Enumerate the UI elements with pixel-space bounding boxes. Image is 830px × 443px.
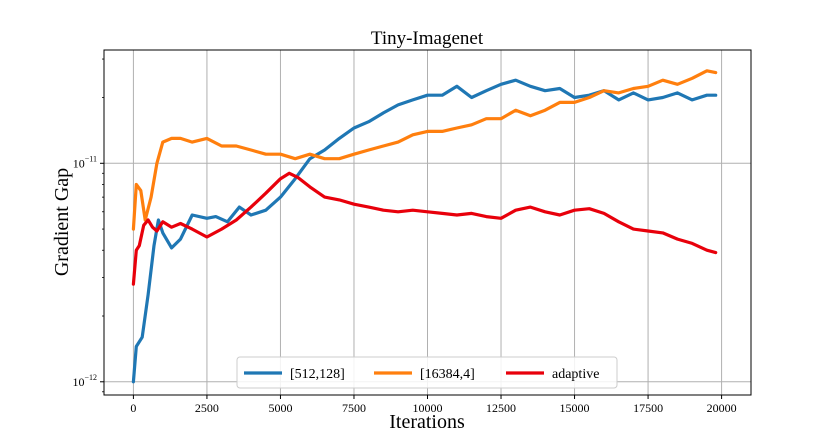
x-tick-label: 12500 (486, 401, 516, 415)
y-tick-label: 10−12 (72, 373, 97, 389)
legend-box (236, 356, 618, 389)
x-tick-label: 15000 (560, 401, 590, 415)
legend: [512,128] [16384,4] adaptive (236, 356, 618, 389)
y-tick-exponent: −11 (85, 154, 97, 163)
series-line-2 (131, 171, 718, 286)
y-tick-label: 10−11 (73, 154, 97, 170)
y-tick-exponent: −12 (84, 373, 97, 382)
legend-label: adaptive (552, 367, 599, 382)
x-tick-label: 5000 (268, 401, 292, 415)
legend-label: [16384,4] (420, 367, 475, 382)
x-tick-label: 0 (130, 401, 136, 415)
y-axis-label: Gradient Gap (51, 168, 73, 276)
y-tick-base: 10 (72, 375, 84, 389)
legend-label: [512,128] (290, 367, 345, 382)
x-axis-label: Iterations (389, 411, 465, 433)
series-lines (131, 69, 718, 384)
chart-title: Tiny-Imagenet (371, 28, 484, 49)
x-tick-label: 17500 (633, 401, 663, 415)
x-tick-label: 20000 (707, 401, 737, 415)
y-tick-base: 10 (73, 156, 85, 170)
x-tick-label: 10000 (413, 401, 443, 415)
x-tick-label: 2500 (195, 401, 219, 415)
x-tick-label: 7500 (342, 401, 366, 415)
axis-ticks: 0 2500 5000 7500 10000 12500 15000 17500 20000 10… (72, 58, 737, 415)
series-line-1 (131, 69, 718, 231)
series-line-0 (131, 78, 718, 384)
